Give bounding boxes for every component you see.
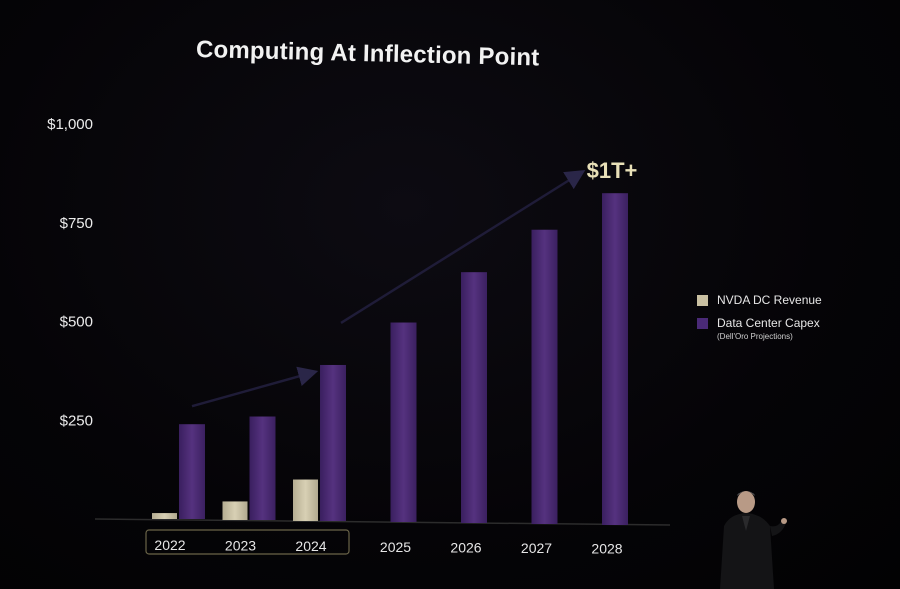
bar-nvda-dc-revenue-2022	[152, 513, 177, 519]
x-tick-label: 2027	[521, 540, 552, 556]
bar-data-center-capex-2025	[390, 322, 417, 522]
callout-1t: $1T+	[587, 158, 638, 183]
legend-label-capex: Data Center Capex	[717, 316, 820, 330]
x-tick-label: 2025	[380, 539, 411, 555]
x-tick-label: 2022	[154, 537, 185, 553]
bar-data-center-capex-2024	[320, 364, 346, 521]
x-tick-label: 2026	[450, 539, 481, 555]
legend-swatch-revenue	[697, 294, 708, 306]
bar-data-center-capex-2026	[461, 272, 487, 523]
bar-nvda-dc-revenue-2023	[222, 501, 248, 520]
bar-data-center-capex-2023	[249, 416, 276, 520]
trend-arrow	[191, 366, 319, 408]
x-tick-label: 2023	[225, 538, 256, 554]
y-tick-label: $750	[60, 215, 93, 232]
trend-arrow	[340, 170, 586, 325]
bars	[152, 193, 628, 525]
legend-note-capex: (Dell'Oro Projections)	[717, 332, 793, 341]
legend-swatch-capex	[697, 317, 708, 329]
y-tick-label: $1,000	[47, 116, 93, 133]
trend-arrows	[191, 170, 586, 408]
bar-data-center-capex-2028	[602, 193, 628, 525]
y-tick-label: $250	[60, 412, 93, 429]
y-tick-label: $500	[60, 314, 93, 331]
y-axis: $250 $500 $750 $1,000	[47, 116, 671, 526]
legend: NVDA DC Revenue Data Center Capex (Dell'…	[697, 293, 822, 341]
legend-item-capex: Data Center Capex	[697, 316, 822, 330]
presenter-figure	[720, 491, 787, 589]
bar-data-center-capex-2022	[179, 424, 205, 519]
historical-years-highlight	[145, 529, 350, 555]
x-axis-line	[94, 518, 671, 526]
x-axis: 2022 2023 2024 2025 2026 2027 2028	[145, 529, 623, 557]
x-tick-label: 2028	[591, 541, 622, 557]
bar-nvda-dc-revenue-2024	[293, 479, 318, 521]
legend-item-revenue: NVDA DC Revenue	[697, 293, 822, 307]
legend-label-revenue: NVDA DC Revenue	[717, 293, 822, 307]
x-tick-label: 2024	[295, 538, 326, 554]
bar-data-center-capex-2027	[531, 229, 558, 524]
